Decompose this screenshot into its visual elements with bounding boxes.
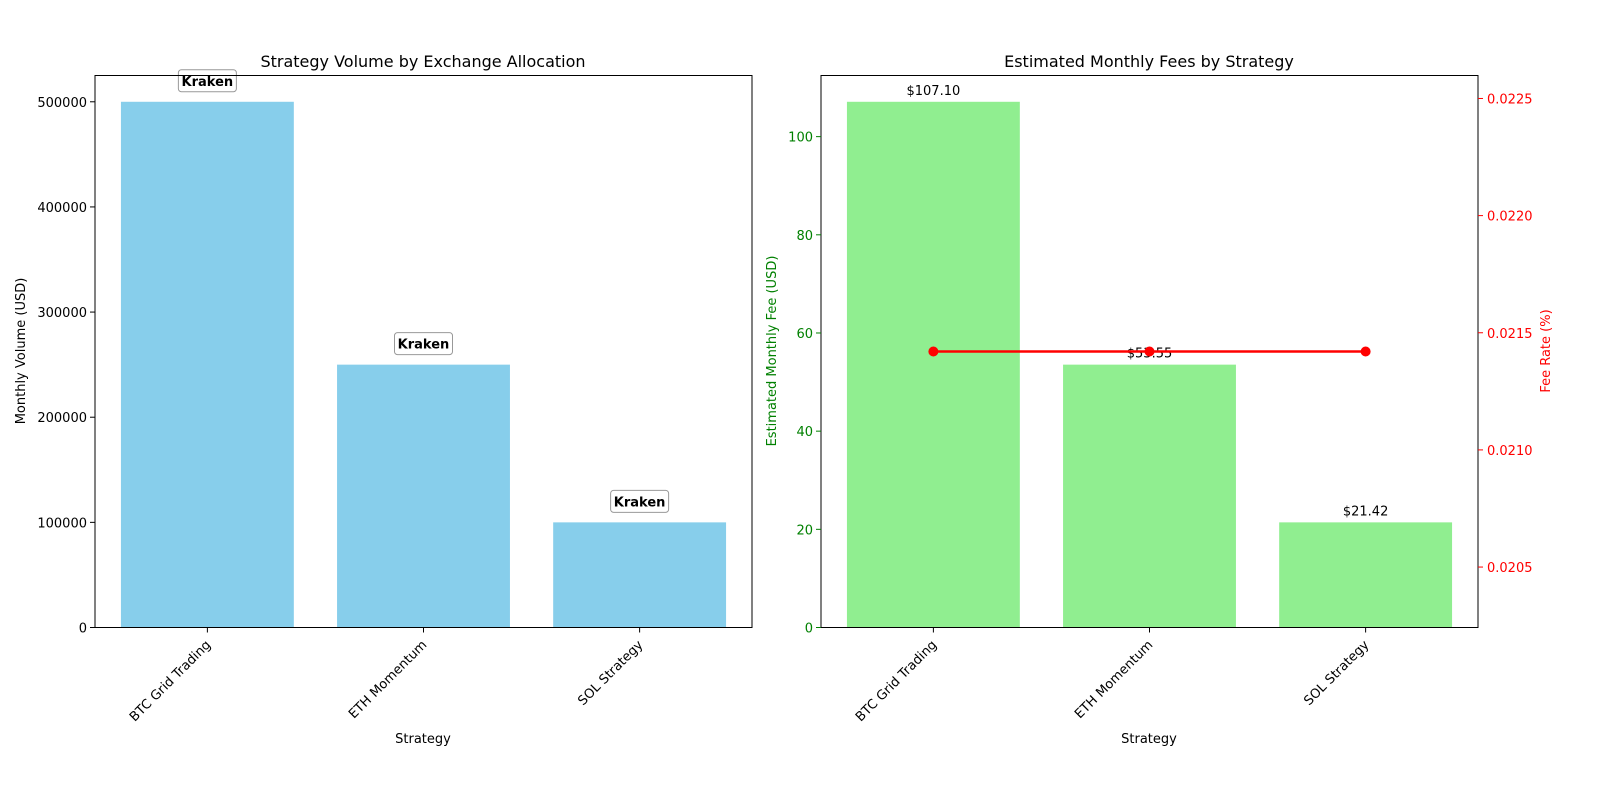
- fee-rate-point-btc-grid-trading: [928, 346, 939, 357]
- fees-left-y-axis-ticks: 0 20 40 60 80 100: [788, 131, 821, 637]
- fees-x-axis-label: Strategy: [1121, 732, 1177, 747]
- bar-sol-strategy: [1279, 522, 1453, 628]
- y2-tick-label: 0.0220: [1487, 210, 1533, 225]
- y2-tick-label: 0.0215: [1487, 327, 1533, 342]
- volume-bars: [120, 101, 727, 628]
- fee-value-label-sol-strategy: $21.42: [1343, 504, 1389, 519]
- y2-tick-label: 0.0225: [1487, 92, 1533, 107]
- exchange-label: Kraken: [398, 338, 450, 353]
- volume-chart: Strategy Volume by Exchange Allocation K…: [14, 52, 753, 747]
- y-tick-label: 0: [79, 622, 87, 637]
- y-tick-label: 80: [796, 229, 813, 244]
- volume-chart-title: Strategy Volume by Exchange Allocation: [260, 52, 585, 71]
- fee-rate-point-eth-momentum: [1144, 346, 1155, 357]
- volume-x-axis-label: Strategy: [395, 732, 451, 747]
- y2-tick-label: 0.0210: [1487, 444, 1533, 459]
- y-tick-label: 500000: [37, 96, 87, 111]
- volume-y-axis-ticks: 0 100000 200000 300000 400000 500000: [37, 96, 95, 637]
- y2-tick-label: 0.0205: [1487, 561, 1533, 576]
- fee-bars: [846, 101, 1453, 628]
- exchange-annotation-box: [610, 489, 670, 513]
- fees-right-y-axis-ticks: 0.0205 0.0210 0.0215 0.0220 0.0225: [1478, 92, 1533, 576]
- y-tick-label: 100: [788, 131, 813, 146]
- exchange-label: Kraken: [182, 75, 234, 90]
- exchange-annotation-sol-strategy: Kraken: [610, 489, 670, 513]
- bar-btc-grid-trading: [846, 101, 1020, 628]
- exchange-label: Kraken: [614, 495, 666, 510]
- volume-bar-labels: Kraken Kraken Kraken: [177, 69, 670, 513]
- fees-secondary-y-axis-label: Fee Rate (%): [1539, 309, 1554, 392]
- bar-eth-momentum: [1063, 364, 1236, 628]
- bar-sol-strategy: [553, 522, 727, 628]
- y-tick-label: 100000: [37, 516, 87, 531]
- exchange-annotation-btc-grid-trading: Kraken: [177, 69, 237, 93]
- y-tick-label: 0: [805, 622, 813, 637]
- volume-y-axis-label: Monthly Volume (USD): [14, 278, 29, 425]
- exchange-annotation-eth-momentum: Kraken: [394, 332, 453, 356]
- fee-rate-point-sol-strategy: [1360, 346, 1371, 357]
- y-tick-label: 60: [796, 327, 813, 342]
- y-tick-label: 400000: [37, 201, 87, 216]
- exchange-annotation-box: [394, 332, 453, 356]
- y-tick-label: 200000: [37, 411, 87, 426]
- bar-btc-grid-trading: [120, 101, 294, 628]
- y-tick-label: 20: [796, 523, 813, 538]
- fees-chart-title: Estimated Monthly Fees by Strategy: [1004, 52, 1294, 71]
- fees-y-axis-label: Estimated Monthly Fee (USD): [765, 256, 780, 447]
- fee-rate-line: [928, 346, 1371, 357]
- y-tick-label: 40: [796, 425, 813, 440]
- fee-value-label-btc-grid-trading: $107.10: [906, 84, 960, 99]
- bar-eth-momentum: [337, 364, 510, 628]
- y-tick-label: 300000: [37, 306, 87, 321]
